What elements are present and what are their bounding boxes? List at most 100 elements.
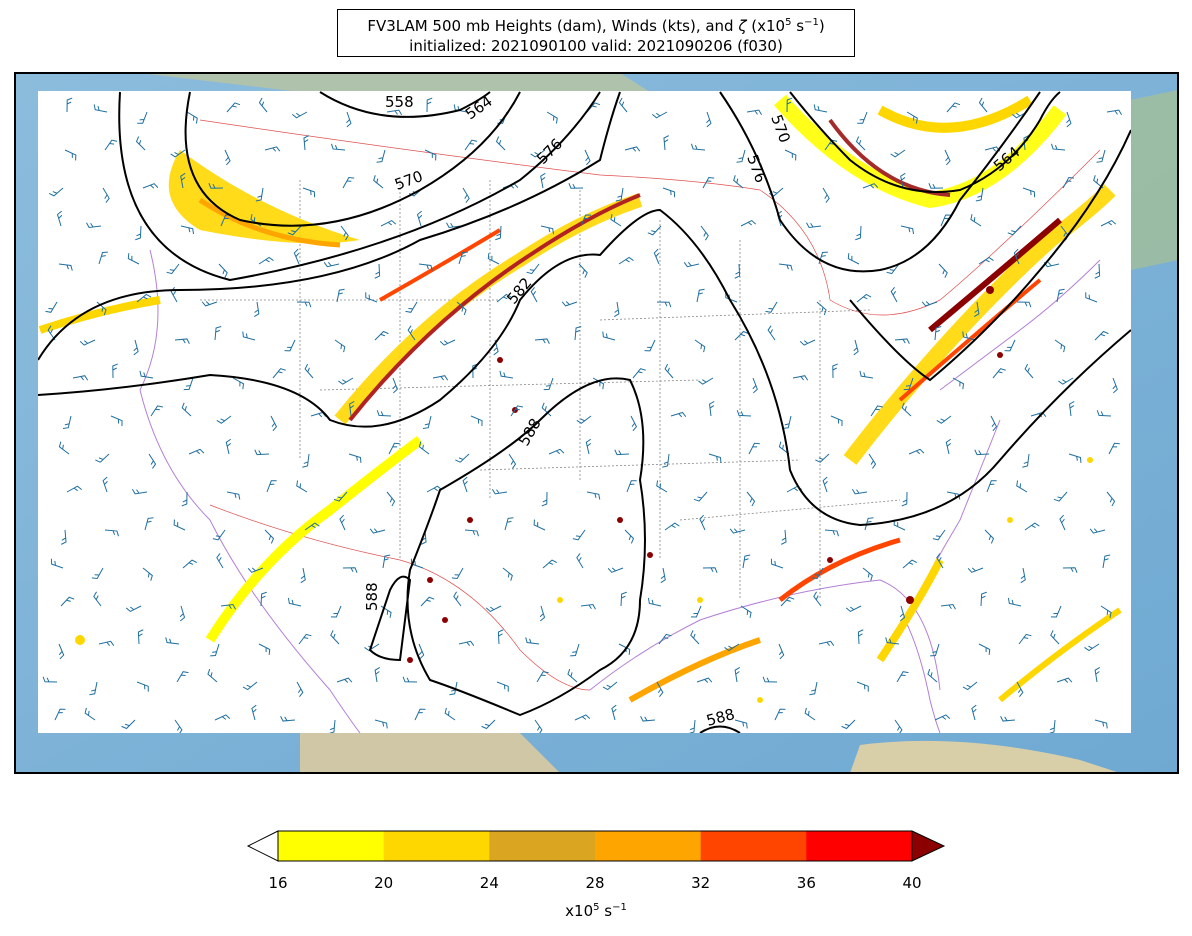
wind-barb xyxy=(736,149,746,163)
wind-barb xyxy=(901,402,912,417)
wind-barb xyxy=(862,183,879,189)
wind-barb xyxy=(451,567,464,580)
colorbar-bin xyxy=(700,831,807,861)
wind-barb xyxy=(691,143,706,151)
colorbar-tick-label: 36 xyxy=(796,874,816,892)
height-contours xyxy=(38,91,1131,733)
wind-barb xyxy=(543,377,554,391)
wind-barb xyxy=(613,301,620,318)
wind-barb xyxy=(746,491,756,507)
wind-barb xyxy=(1022,453,1030,468)
wind-barb xyxy=(148,453,157,469)
wind-barb xyxy=(125,605,142,613)
wind-barb xyxy=(658,633,672,645)
wind-barb xyxy=(694,339,706,353)
wind-barb xyxy=(525,637,540,645)
wind-barb xyxy=(180,225,195,235)
wind-barb xyxy=(1100,219,1117,227)
map-frame xyxy=(14,72,1179,774)
wind-barb xyxy=(1094,719,1108,729)
wind-barb xyxy=(270,415,278,432)
wind-barb xyxy=(89,681,98,696)
wind-barb xyxy=(663,135,669,151)
wind-barb xyxy=(58,441,70,455)
wind-barb xyxy=(670,411,687,418)
wind-barb xyxy=(251,704,257,721)
wind-barb xyxy=(906,111,918,124)
wind-barb xyxy=(602,681,618,691)
wind-barb xyxy=(886,263,900,275)
wind-barb xyxy=(870,405,883,417)
wind-barb xyxy=(586,491,601,500)
wind-barb xyxy=(568,183,584,189)
wind-barb xyxy=(1016,301,1032,308)
wind-barb xyxy=(165,637,180,645)
wind-barb xyxy=(799,339,816,346)
wind-barb xyxy=(610,214,622,227)
wind-barb xyxy=(1050,630,1060,645)
wind-barb xyxy=(656,301,672,308)
title-line-2: initialized: 2021090100 valid: 202109020… xyxy=(409,37,783,55)
wind-barb xyxy=(79,339,96,346)
wind-barb xyxy=(508,453,517,469)
contour-588-south xyxy=(699,725,741,733)
wind-barb xyxy=(664,363,674,379)
wind-barb xyxy=(226,102,241,113)
wind-barb xyxy=(845,605,862,613)
contour-588 xyxy=(406,377,646,717)
wind-barb xyxy=(84,707,96,721)
wind-barb xyxy=(333,491,348,502)
wind-barb xyxy=(287,597,302,607)
wind-barb xyxy=(534,338,550,344)
wind-barb xyxy=(455,453,470,463)
wind-barb xyxy=(809,681,818,696)
wind-barb xyxy=(944,149,951,166)
wind-barb xyxy=(709,401,715,417)
wind-barb xyxy=(770,558,784,569)
wind-barb xyxy=(60,596,75,607)
wind-barb xyxy=(868,453,877,469)
wind-barb xyxy=(93,591,102,607)
wind-barb xyxy=(561,301,578,307)
wind-barb xyxy=(534,719,543,733)
wind-barb xyxy=(815,453,830,463)
wind-barb xyxy=(856,293,872,303)
wind-barb xyxy=(899,605,906,622)
wind-barb xyxy=(253,301,260,318)
wind-barb xyxy=(127,253,140,265)
wind-barb xyxy=(734,263,741,279)
land-cuba xyxy=(850,740,1120,773)
wind-barb xyxy=(1108,442,1120,455)
wind-barb xyxy=(620,591,627,607)
wind-barb xyxy=(693,491,708,502)
wind-barb xyxy=(280,716,296,722)
wind-barb xyxy=(374,263,381,279)
wind-barb xyxy=(572,529,586,541)
wind-barb xyxy=(1024,522,1040,531)
wind-barb xyxy=(376,149,386,163)
wind-barb xyxy=(446,222,462,228)
wind-barb xyxy=(135,225,142,241)
wind-barb xyxy=(373,175,384,189)
wind-barb xyxy=(137,629,144,645)
wind-barb xyxy=(526,263,540,275)
wind-barb xyxy=(921,301,938,307)
wind-barb xyxy=(42,676,58,683)
wind-barb xyxy=(602,331,616,341)
wind-barb xyxy=(992,368,1006,379)
wind-barb xyxy=(323,261,340,268)
wind-barb xyxy=(841,719,856,730)
wind-barb xyxy=(1100,605,1112,618)
wind-barb xyxy=(1089,528,1106,534)
wind-barb xyxy=(346,111,352,128)
wind-barb xyxy=(470,415,483,427)
wind-barb xyxy=(388,442,400,455)
wind-barb xyxy=(266,480,277,493)
wind-barb xyxy=(539,605,546,622)
wind-barb xyxy=(426,97,433,113)
wind-barb xyxy=(778,643,785,660)
wind-barb xyxy=(493,339,499,356)
wind-barb xyxy=(640,716,656,722)
wind-barb xyxy=(336,288,345,303)
wind-barb xyxy=(782,415,792,430)
